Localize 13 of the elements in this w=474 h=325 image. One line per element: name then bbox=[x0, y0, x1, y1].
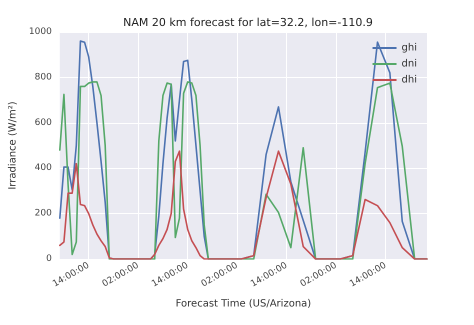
y-tick-label: 200 bbox=[34, 208, 52, 219]
y-tick-label: 400 bbox=[34, 163, 52, 174]
legend-label: ghi bbox=[402, 42, 418, 54]
legend-label: dni bbox=[402, 58, 418, 70]
chart-title: NAM 20 km forecast for lat=32.2, lon=-110.9 bbox=[123, 16, 373, 29]
y-tick-label: 600 bbox=[34, 118, 52, 128]
legend-label: dhi bbox=[402, 74, 418, 86]
y-tick-label: 800 bbox=[34, 72, 52, 82]
y-tick-label: 0 bbox=[46, 254, 52, 264]
x-axis-title: Forecast Time (US/Arizona) bbox=[176, 298, 312, 310]
y-tick-label: 1000 bbox=[28, 27, 52, 37]
y-axis-title: Irradiance (W/m²) bbox=[8, 101, 18, 190]
line-series bbox=[59, 150, 428, 260]
